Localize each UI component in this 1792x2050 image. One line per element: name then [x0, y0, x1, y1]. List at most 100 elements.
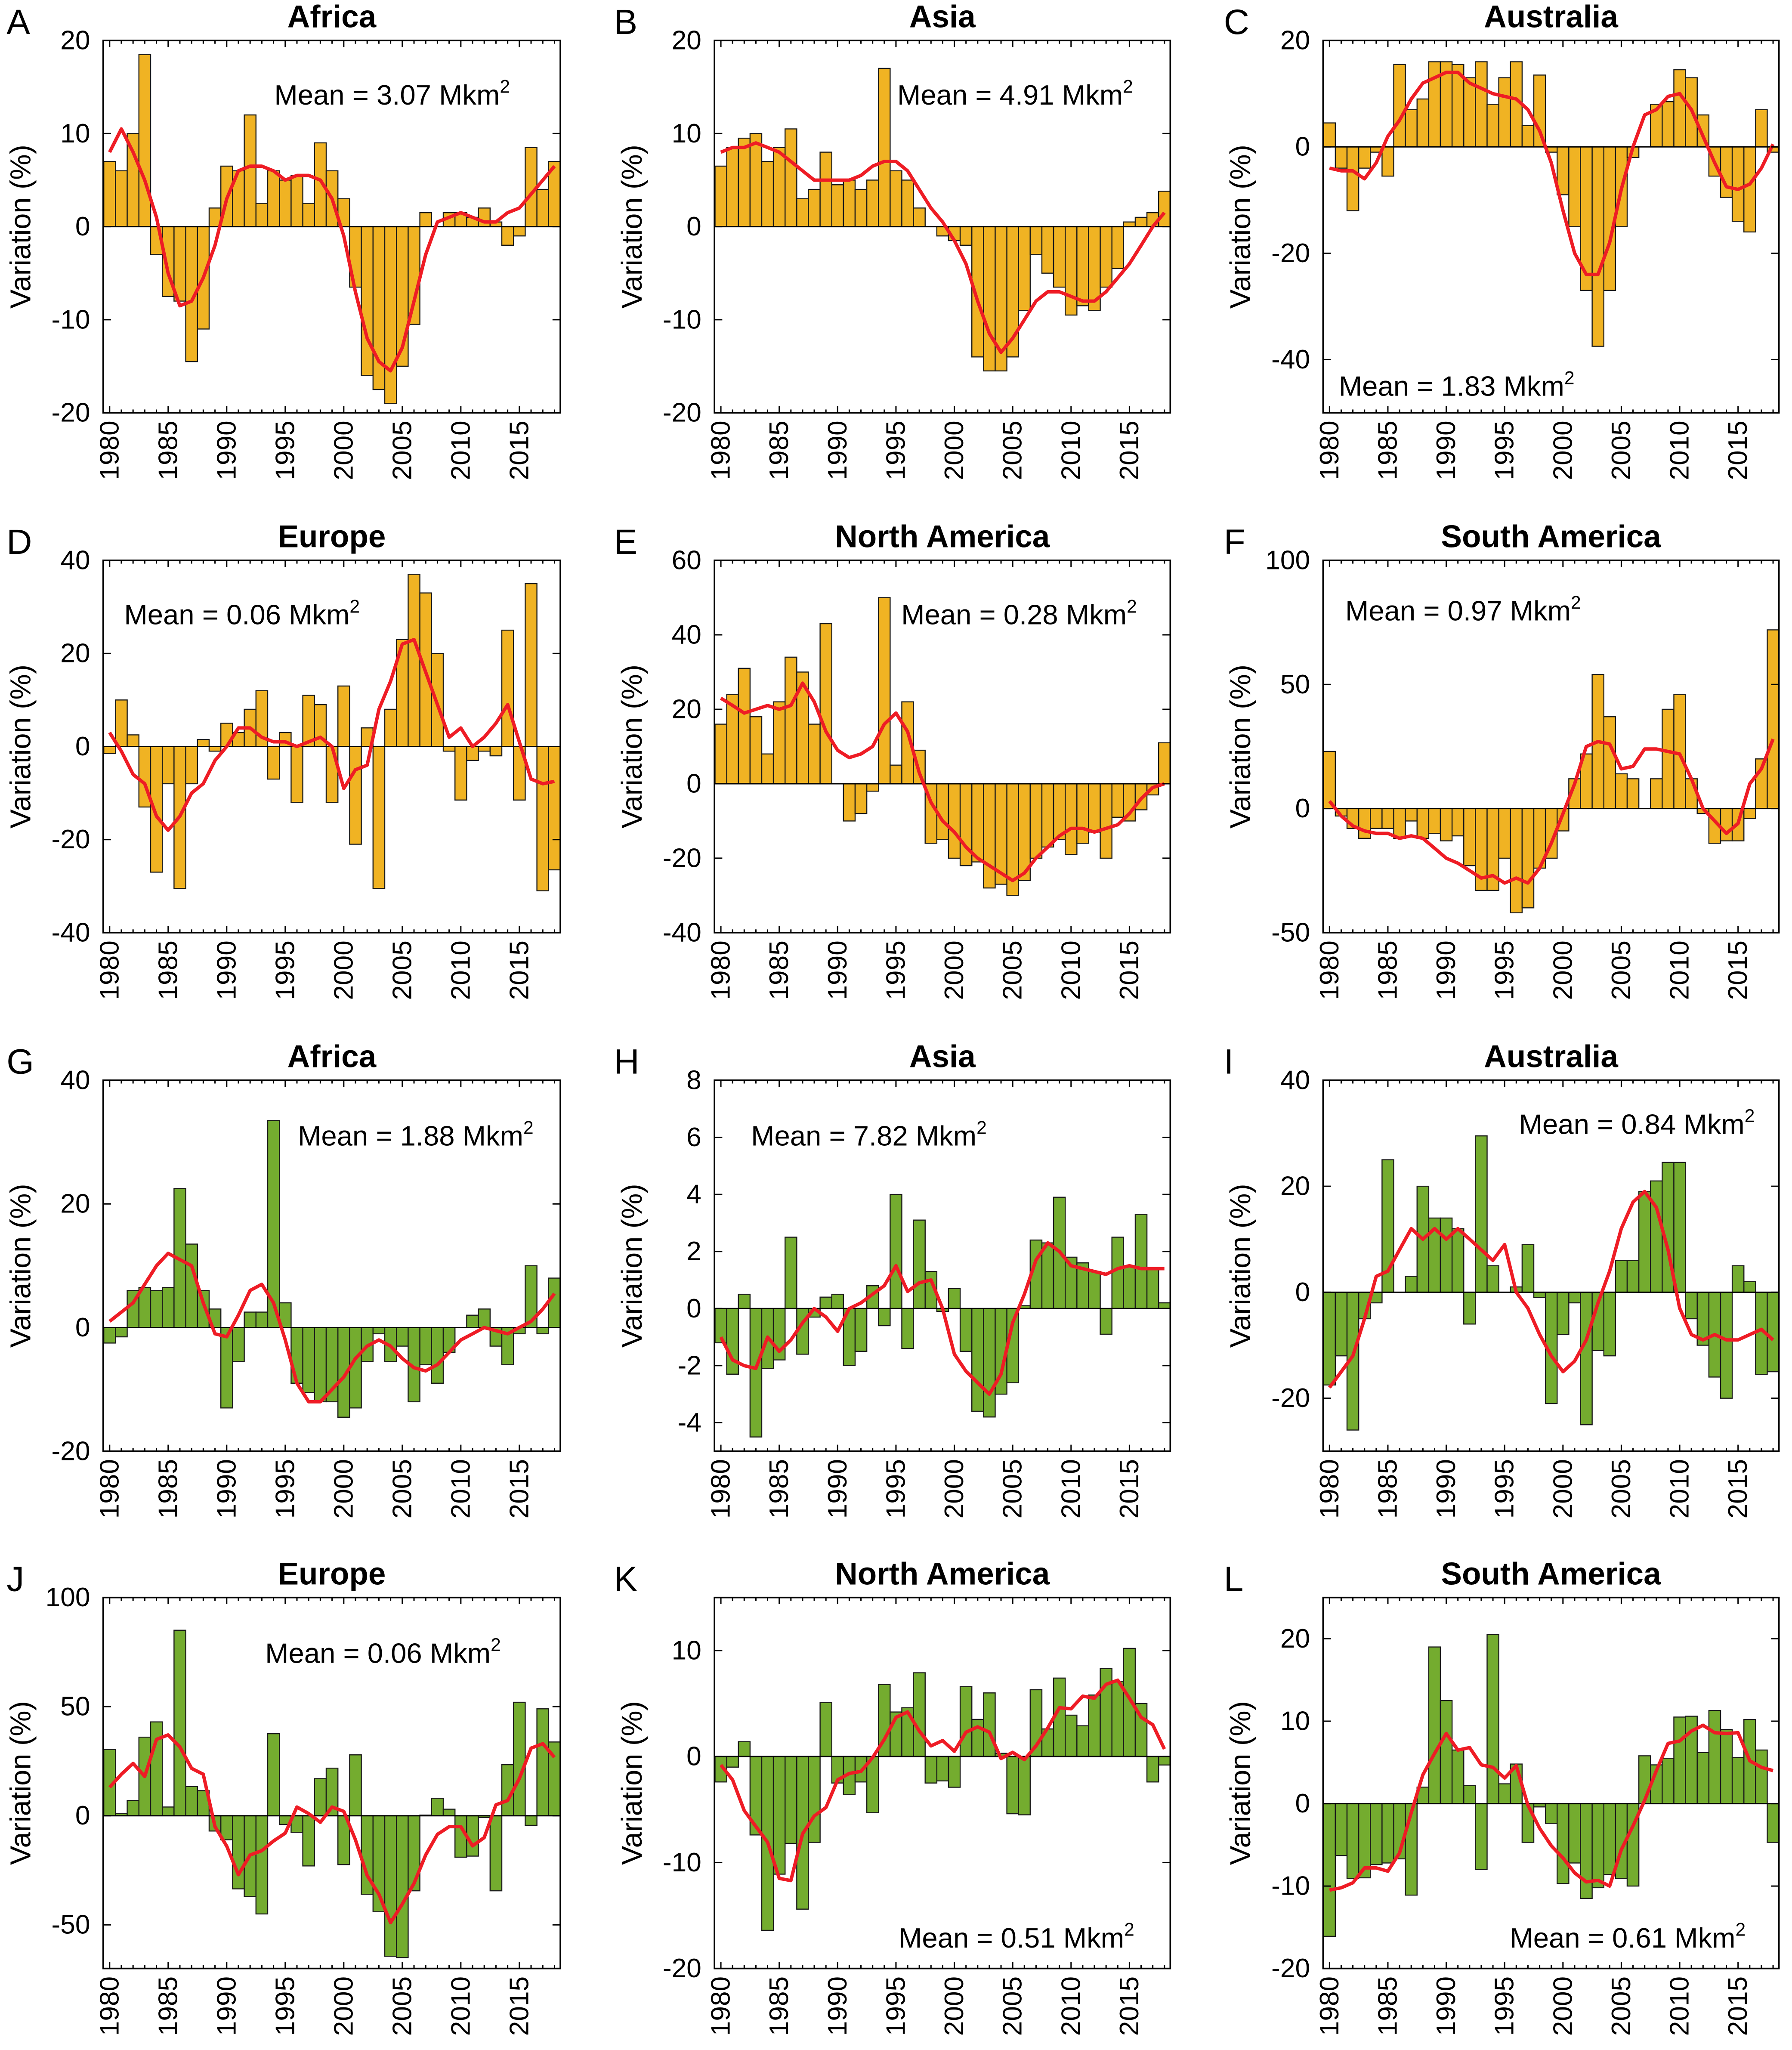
bar-1980 — [1323, 1292, 1336, 1386]
bar-1985 — [1381, 808, 1394, 829]
x-tick-label: 1980 — [95, 421, 124, 480]
x-tick-label: 2015 — [504, 1976, 534, 2036]
y-tick-label: -40 — [52, 918, 90, 947]
bar-2013 — [1100, 783, 1112, 859]
x-tick-label: 2010 — [446, 1459, 476, 1518]
bar-1987 — [185, 1243, 198, 1328]
y-tick-label: 0 — [686, 1294, 701, 1323]
bar-2003 — [983, 783, 996, 889]
y-tick-label: 10 — [672, 1636, 701, 1665]
x-tick-label: 2010 — [1665, 1459, 1695, 1518]
x-tick-label: 2000 — [1548, 940, 1578, 1000]
y-axis-label: Variation (%) — [5, 665, 37, 829]
x-tick-label: 2000 — [329, 1976, 358, 2036]
bar-2017 — [536, 189, 550, 227]
bar-2016 — [1134, 1214, 1148, 1309]
bar-2010 — [1065, 783, 1078, 855]
bar-2005 — [395, 1327, 409, 1347]
y-tick-label: 0 — [686, 769, 701, 798]
bar-2014 — [501, 629, 514, 747]
bar-1985 — [772, 701, 786, 785]
y-tick-label: 100 — [46, 1583, 90, 1612]
bar-2017 — [1146, 1268, 1159, 1309]
smooth-line — [108, 127, 556, 373]
bar-2005 — [1615, 773, 1628, 809]
bar-1999 — [325, 746, 339, 803]
bar-2018 — [1767, 629, 1780, 809]
bar-2001 — [959, 783, 973, 866]
y-tick-label: 2 — [686, 1237, 701, 1266]
bar-1985 — [161, 1286, 175, 1328]
bar-1998 — [1533, 74, 1546, 148]
panel-c: C Australia Variation (%) 1980 1985 1990 1995 2… — [1224, 0, 1780, 480]
bar-2003 — [983, 1308, 996, 1418]
smooth-line — [720, 681, 1165, 882]
bar-1995 — [890, 764, 902, 785]
panel-d: D Europe Variation (%) 1980 1985 1990 1995 2000… — [5, 519, 561, 1000]
bar-1989 — [208, 746, 222, 752]
bar-2014 — [1111, 226, 1125, 269]
bar-2006 — [1626, 1260, 1640, 1293]
x-tick-label: 1980 — [95, 1976, 124, 2036]
y-axis-label: Variation (%) — [5, 1701, 37, 1865]
x-tick-label: 1980 — [706, 421, 736, 480]
mean-annotation: Mean = 0.97 Mkm2 — [1345, 593, 1581, 626]
x-tick-label: 1990 — [1431, 1976, 1461, 2036]
bar-1994 — [1486, 1634, 1499, 1804]
bar-1988 — [808, 189, 821, 227]
bar-1985 — [1381, 1803, 1394, 1864]
panel-title: North America — [835, 519, 1050, 554]
y-tick-label: 20 — [1280, 1624, 1310, 1654]
bar-1994 — [267, 1120, 280, 1328]
bar-1985 — [161, 1806, 175, 1816]
bar-1997 — [302, 1815, 315, 1867]
bar-1994 — [878, 1308, 891, 1326]
x-tick-label: 1980 — [706, 940, 736, 1000]
bar-2009 — [442, 746, 456, 752]
y-axis-label: Variation (%) — [616, 145, 648, 309]
bar-2004 — [1603, 1292, 1616, 1357]
bar-1991 — [232, 1327, 245, 1362]
bar-2004 — [1603, 1803, 1616, 1875]
panel-title: Australia — [1484, 0, 1618, 34]
bar-1998 — [314, 1778, 327, 1816]
bar-1987 — [796, 198, 809, 227]
x-tick-label: 1985 — [1373, 1459, 1403, 1518]
bar-1986 — [785, 1237, 797, 1309]
bar-2001 — [349, 1754, 362, 1816]
y-tick-label: -20 — [663, 1954, 701, 1983]
bar-1993 — [255, 1815, 269, 1915]
bar-1985 — [772, 147, 786, 227]
x-tick-label: 1990 — [1431, 1459, 1461, 1518]
unit-superscript: 2 — [349, 597, 360, 617]
bar-2003 — [983, 226, 996, 371]
bar-2008 — [1650, 778, 1663, 809]
mean-value: Mean = 0.51 Mkm — [899, 1922, 1124, 1954]
x-tick-label: 2010 — [1056, 421, 1086, 480]
bar-1986 — [1393, 808, 1406, 839]
x-tick-label: 2015 — [1723, 421, 1753, 480]
bar-2011 — [466, 1815, 479, 1857]
x-tick-label: 1985 — [153, 421, 183, 480]
x-tick-label: 2015 — [1115, 1459, 1144, 1518]
bar-1983 — [1358, 146, 1371, 169]
bar-2006 — [1018, 226, 1031, 311]
bar-1987 — [185, 1786, 198, 1816]
bar-1993 — [1475, 1135, 1488, 1293]
bar-1986 — [785, 128, 797, 227]
y-tick-label: -20 — [52, 398, 90, 428]
bar-1988 — [197, 739, 210, 747]
x-tick-label: 1980 — [1315, 940, 1344, 1000]
bar-2017 — [536, 1708, 550, 1816]
unit-superscript: 2 — [1735, 1920, 1746, 1940]
mean-annotation: Mean = 3.07 Mkm2 — [274, 77, 510, 110]
bar-2003 — [372, 1327, 386, 1335]
bar-2009 — [1662, 101, 1675, 148]
y-axis-label: Variation (%) — [1225, 665, 1257, 829]
bar-2009 — [442, 1809, 456, 1816]
bar-1980 — [714, 165, 727, 227]
bar-1981 — [115, 699, 128, 747]
bar-1983 — [749, 1308, 763, 1438]
x-tick-label: 1980 — [1315, 1976, 1344, 2036]
bar-1992 — [1463, 1292, 1476, 1325]
